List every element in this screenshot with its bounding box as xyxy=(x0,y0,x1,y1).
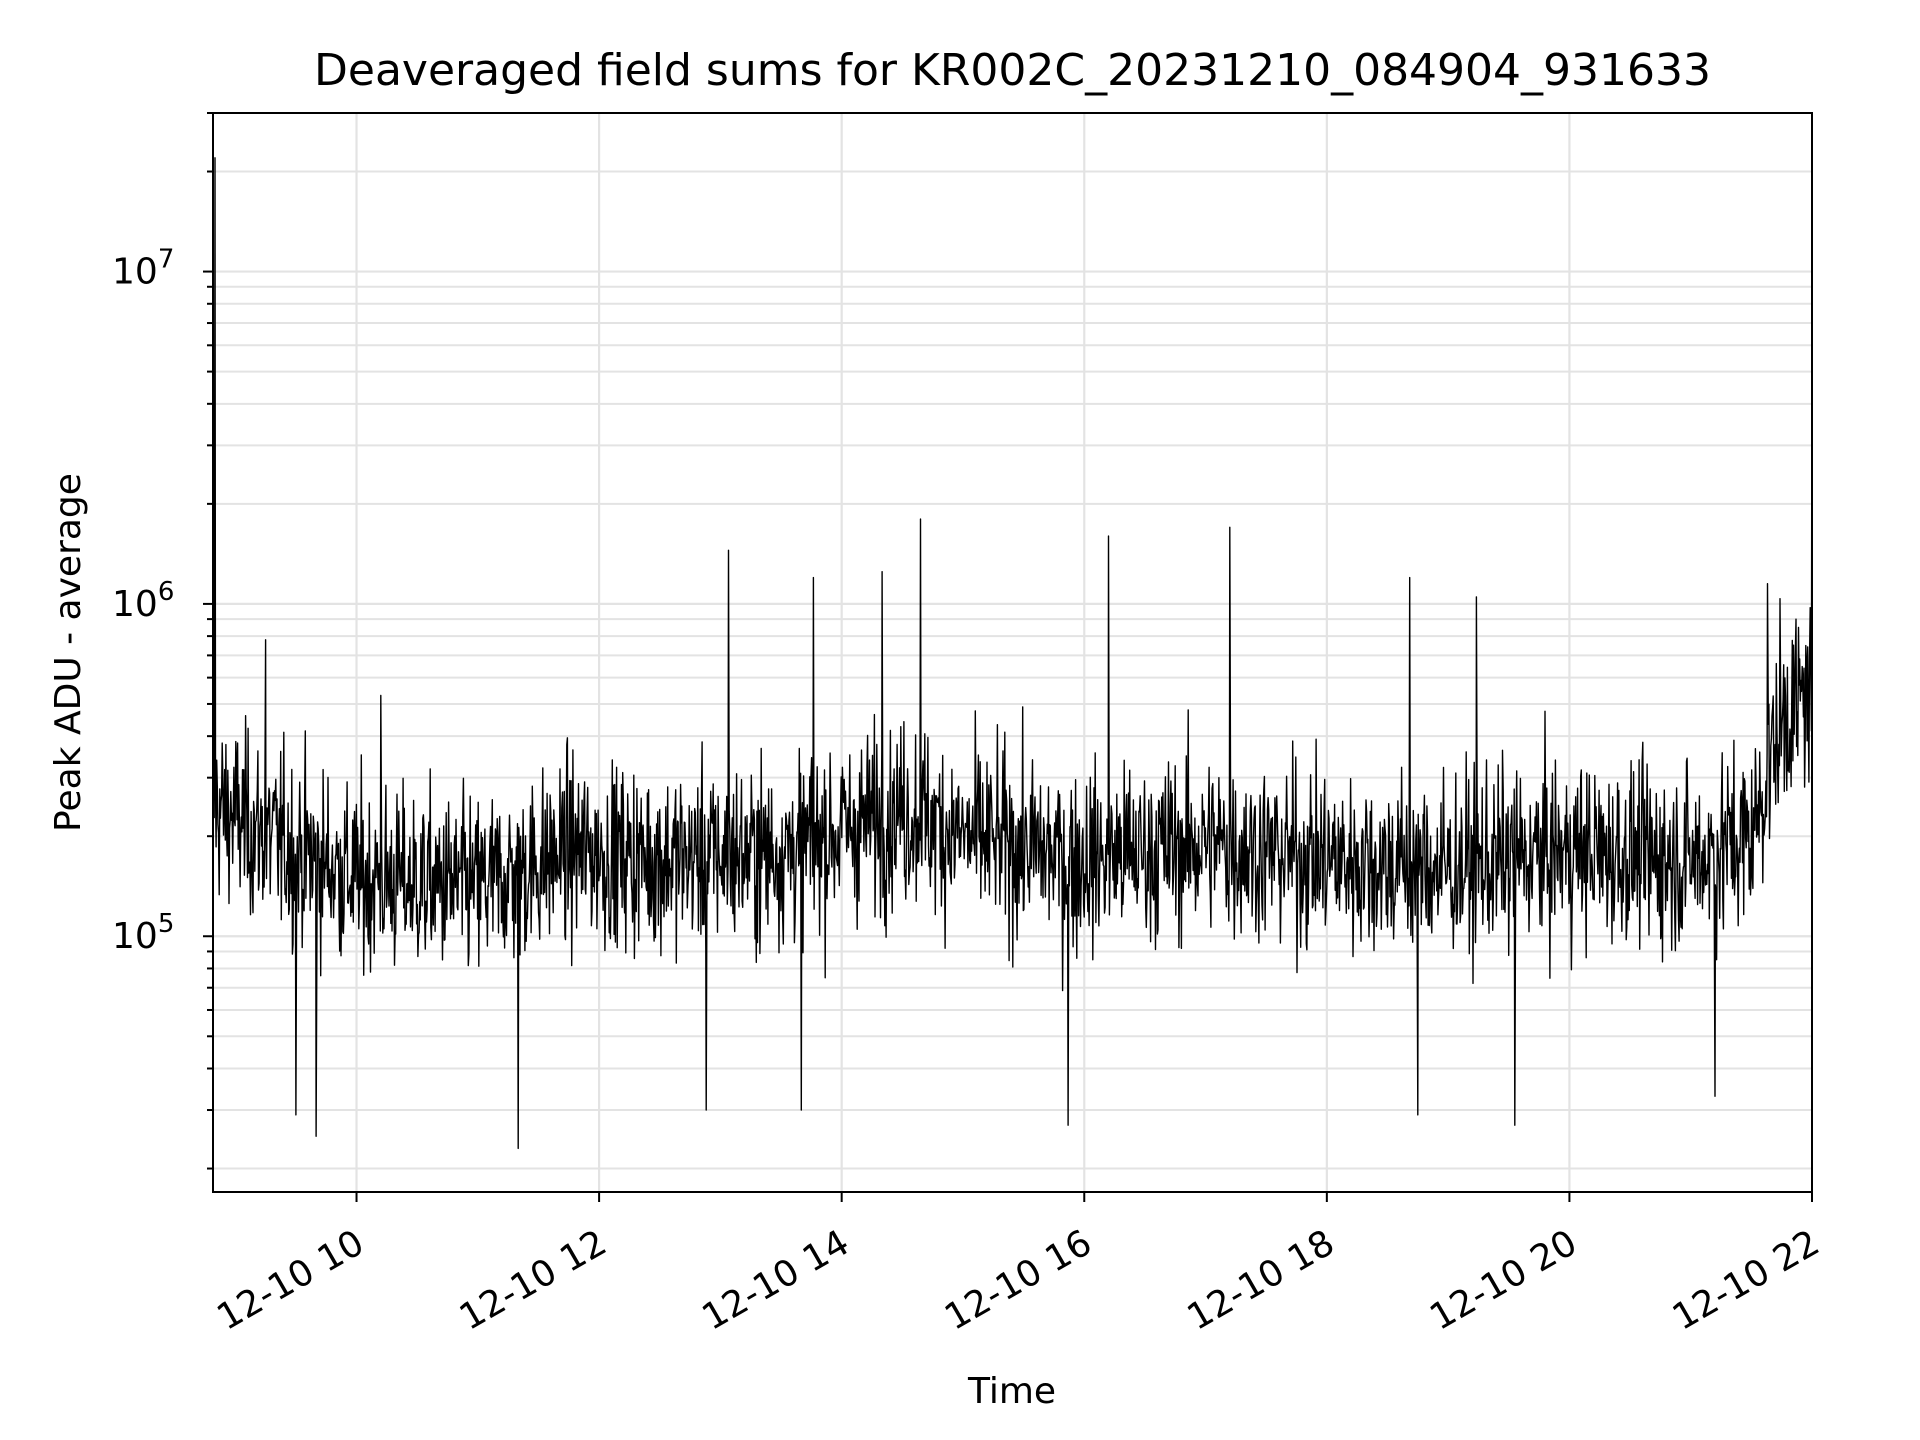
y-tick-exponent: 5 xyxy=(158,909,175,939)
series-path xyxy=(212,157,1813,1150)
chart-title: Deaveraged field sums for KR002C_2023121… xyxy=(314,45,1711,96)
y-tick-exponent: 7 xyxy=(158,245,175,275)
y-tick-base: 10 xyxy=(112,916,158,957)
y-tick-label: 105 xyxy=(112,909,174,957)
y-axis-label: Peak ADU - average xyxy=(48,473,89,832)
x-axis-label: Time xyxy=(967,1371,1056,1412)
series-line xyxy=(212,157,1813,1150)
y-tick-label: 107 xyxy=(112,245,174,293)
y-tick-base: 10 xyxy=(112,584,158,625)
plot-frame xyxy=(212,112,1813,1193)
y-tick-exponent: 6 xyxy=(158,577,175,607)
y-tick-label: 106 xyxy=(112,577,174,625)
y-tick-base: 10 xyxy=(112,252,158,293)
